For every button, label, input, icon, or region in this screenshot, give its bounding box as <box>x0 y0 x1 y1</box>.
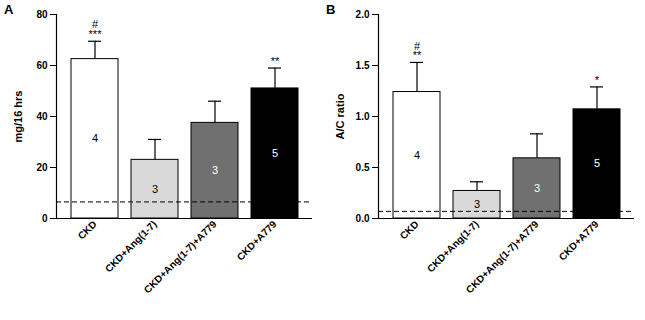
html-text:A: A <box>4 2 14 17</box>
svg-text:0.0: 0.0 <box>356 213 370 224</box>
svg-text:2.0: 2.0 <box>356 9 370 20</box>
svg-text:CKD+A779: CKD+A779 <box>235 218 279 262</box>
svg-text:5: 5 <box>272 147 278 159</box>
svg-text:3: 3 <box>152 183 158 195</box>
svg-text:20: 20 <box>36 162 48 173</box>
svg-text:#**: #** <box>413 40 422 62</box>
svg-text:5: 5 <box>594 157 600 169</box>
svg-text:*: * <box>595 74 600 86</box>
svg-text:CKD: CKD <box>398 218 421 241</box>
svg-text:**: ** <box>271 55 280 67</box>
svg-text:mg/16 hrs: mg/16 hrs <box>12 91 24 143</box>
svg-text:3: 3 <box>534 182 540 194</box>
svg-text:3: 3 <box>212 164 218 176</box>
svg-text:3: 3 <box>474 198 480 210</box>
svg-text:60: 60 <box>36 60 48 71</box>
svg-text:80: 80 <box>36 9 48 20</box>
html-text:B: B <box>326 2 336 17</box>
svg-text:CKD+Ang(1-7)+A779: CKD+Ang(1-7)+A779 <box>142 218 219 295</box>
svg-text:CKD+A779: CKD+A779 <box>557 218 601 262</box>
svg-text:4: 4 <box>92 132 98 144</box>
svg-text:0.5: 0.5 <box>356 162 370 173</box>
svg-text:1.0: 1.0 <box>356 111 370 122</box>
svg-text:CKD: CKD <box>76 218 99 241</box>
svg-text:1.5: 1.5 <box>356 60 370 71</box>
svg-text:#***: #*** <box>89 18 103 40</box>
svg-text:4: 4 <box>414 149 420 161</box>
svg-text:CKD+Ang(1-7): CKD+Ang(1-7) <box>425 218 481 274</box>
svg-text:40: 40 <box>36 111 48 122</box>
svg-text:A/C ratio: A/C ratio <box>334 93 346 139</box>
svg-text:CKD+Ang(1-7): CKD+Ang(1-7) <box>103 218 159 274</box>
svg-text:CKD+Ang(1-7)+A779: CKD+Ang(1-7)+A779 <box>464 218 541 295</box>
svg-text:0: 0 <box>42 213 48 224</box>
